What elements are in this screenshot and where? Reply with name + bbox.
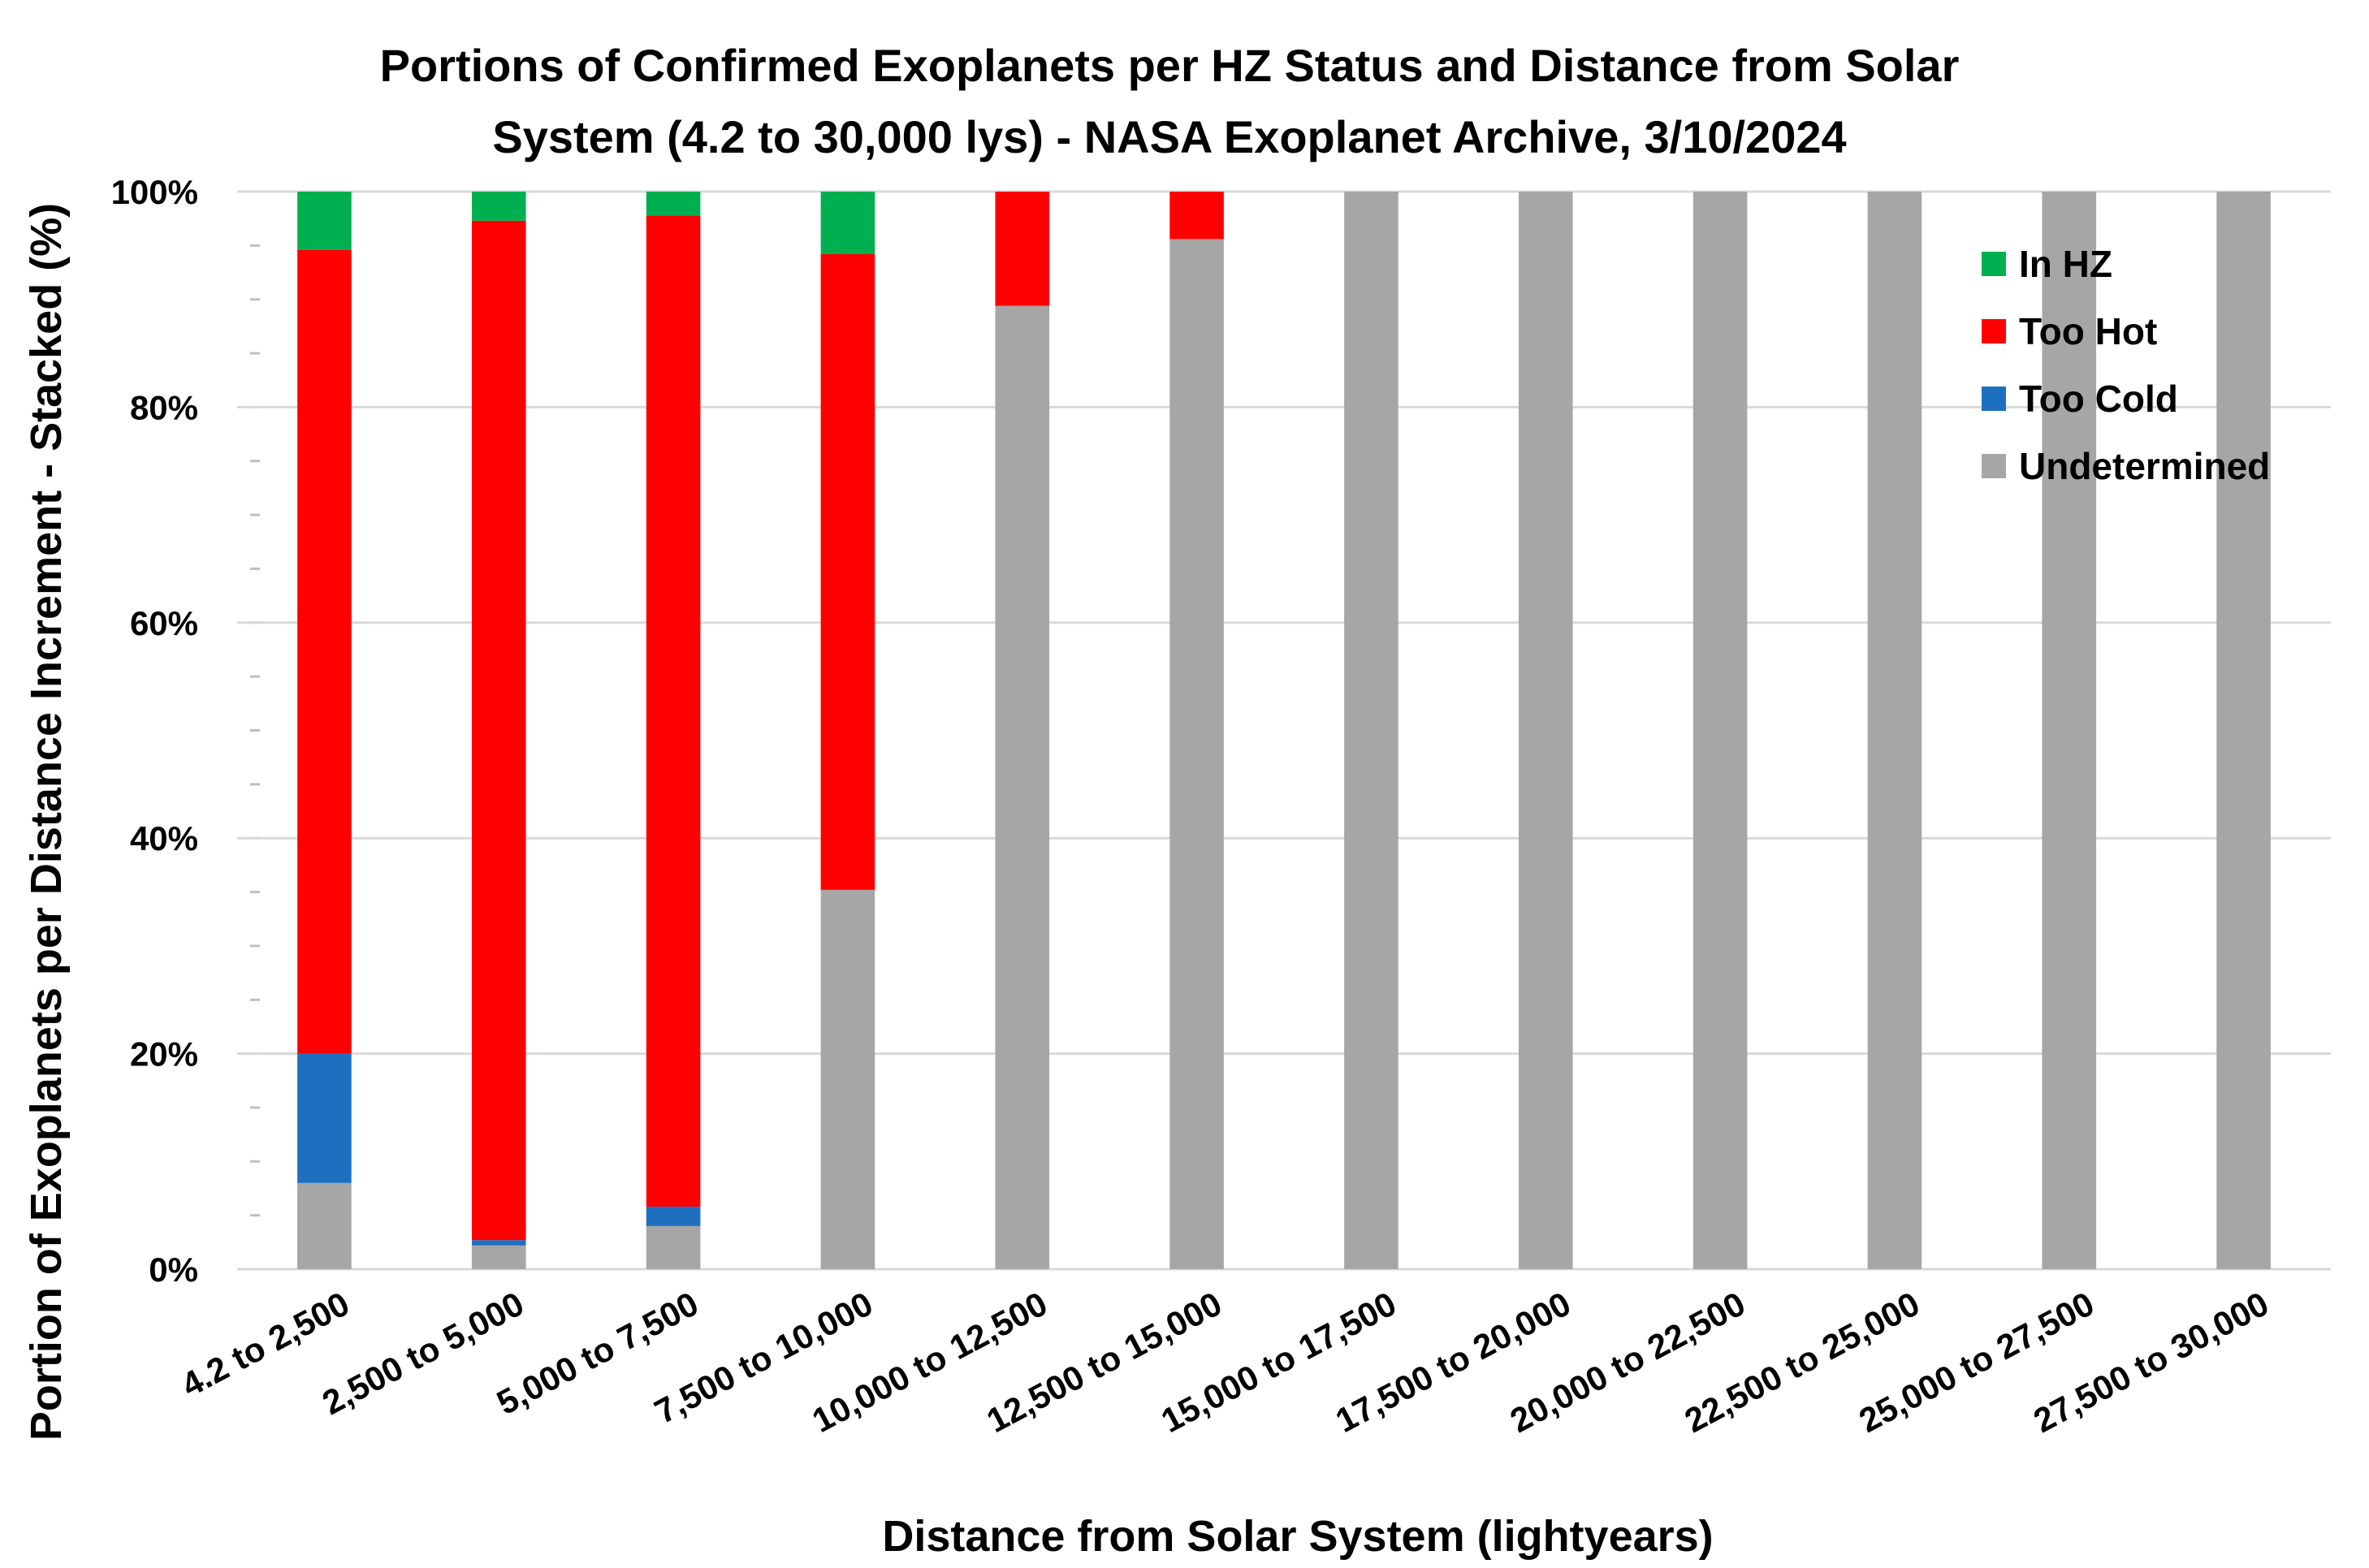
bar-segment [646,192,701,216]
bar-segment [1169,239,1224,1270]
y-tick-label: 20% [130,1035,198,1073]
y-tick-label: 60% [130,604,198,642]
bar-segment [471,1240,526,1246]
legend-swatch [1982,387,2006,411]
bar-segment [820,889,875,1269]
bar-segment [820,253,875,890]
bar-segment [1169,192,1224,240]
grid-lines [237,190,2331,1271]
bar-segment [471,220,526,1241]
bar-segment [1518,192,1573,1269]
bar-segment [2042,192,2097,1269]
bar-segment [2216,192,2271,1269]
bar-segment [297,249,352,1054]
bar-segment [646,1225,701,1269]
bar-segment [646,1207,701,1226]
bar-segment [1344,192,1398,1269]
legend-label: Too Cold [2019,378,2178,420]
y-tick-label: 0% [149,1251,198,1289]
bar-segment [297,1053,352,1183]
y-axis-title: Portion of Exoplanets per Distance Incre… [22,203,71,1441]
bar-segment [646,215,701,1207]
bar-segment [1692,192,1748,1269]
legend-swatch [1982,252,2006,276]
legend: In HZ Too Hot Too Cold Undetermined [1982,243,2270,487]
chart-title-line1: Portions of Confirmed Exoplanets per HZ … [380,40,1960,91]
bars [297,192,2271,1270]
bar-segment [297,1182,352,1269]
chart-title-line2: System (4.2 to 30,000 lys) - NASA Exopla… [492,111,1846,162]
bar-segment [820,192,875,254]
bar-segment [471,1245,526,1269]
legend-label: In HZ [2019,243,2112,285]
legend-label: Undetermined [2019,445,2270,487]
y-tick-label: 40% [130,819,198,857]
x-axis-title: Distance from Solar System (lightyears) [882,1512,1713,1561]
bar-segment [995,305,1050,1269]
y-tick-label: 80% [130,388,198,426]
y-tick-label: 100% [111,173,198,211]
legend-swatch [1982,454,2006,478]
y-tick-labels: 0% 20% 40% 60% 80% 100% [111,173,198,1289]
legend-swatch [1982,319,2006,343]
bar-segment [471,192,526,221]
bar-segment [995,192,1050,306]
bar-segment [1867,192,1922,1269]
legend-label: Too Hot [2019,310,2157,352]
bar-segment [297,192,352,250]
